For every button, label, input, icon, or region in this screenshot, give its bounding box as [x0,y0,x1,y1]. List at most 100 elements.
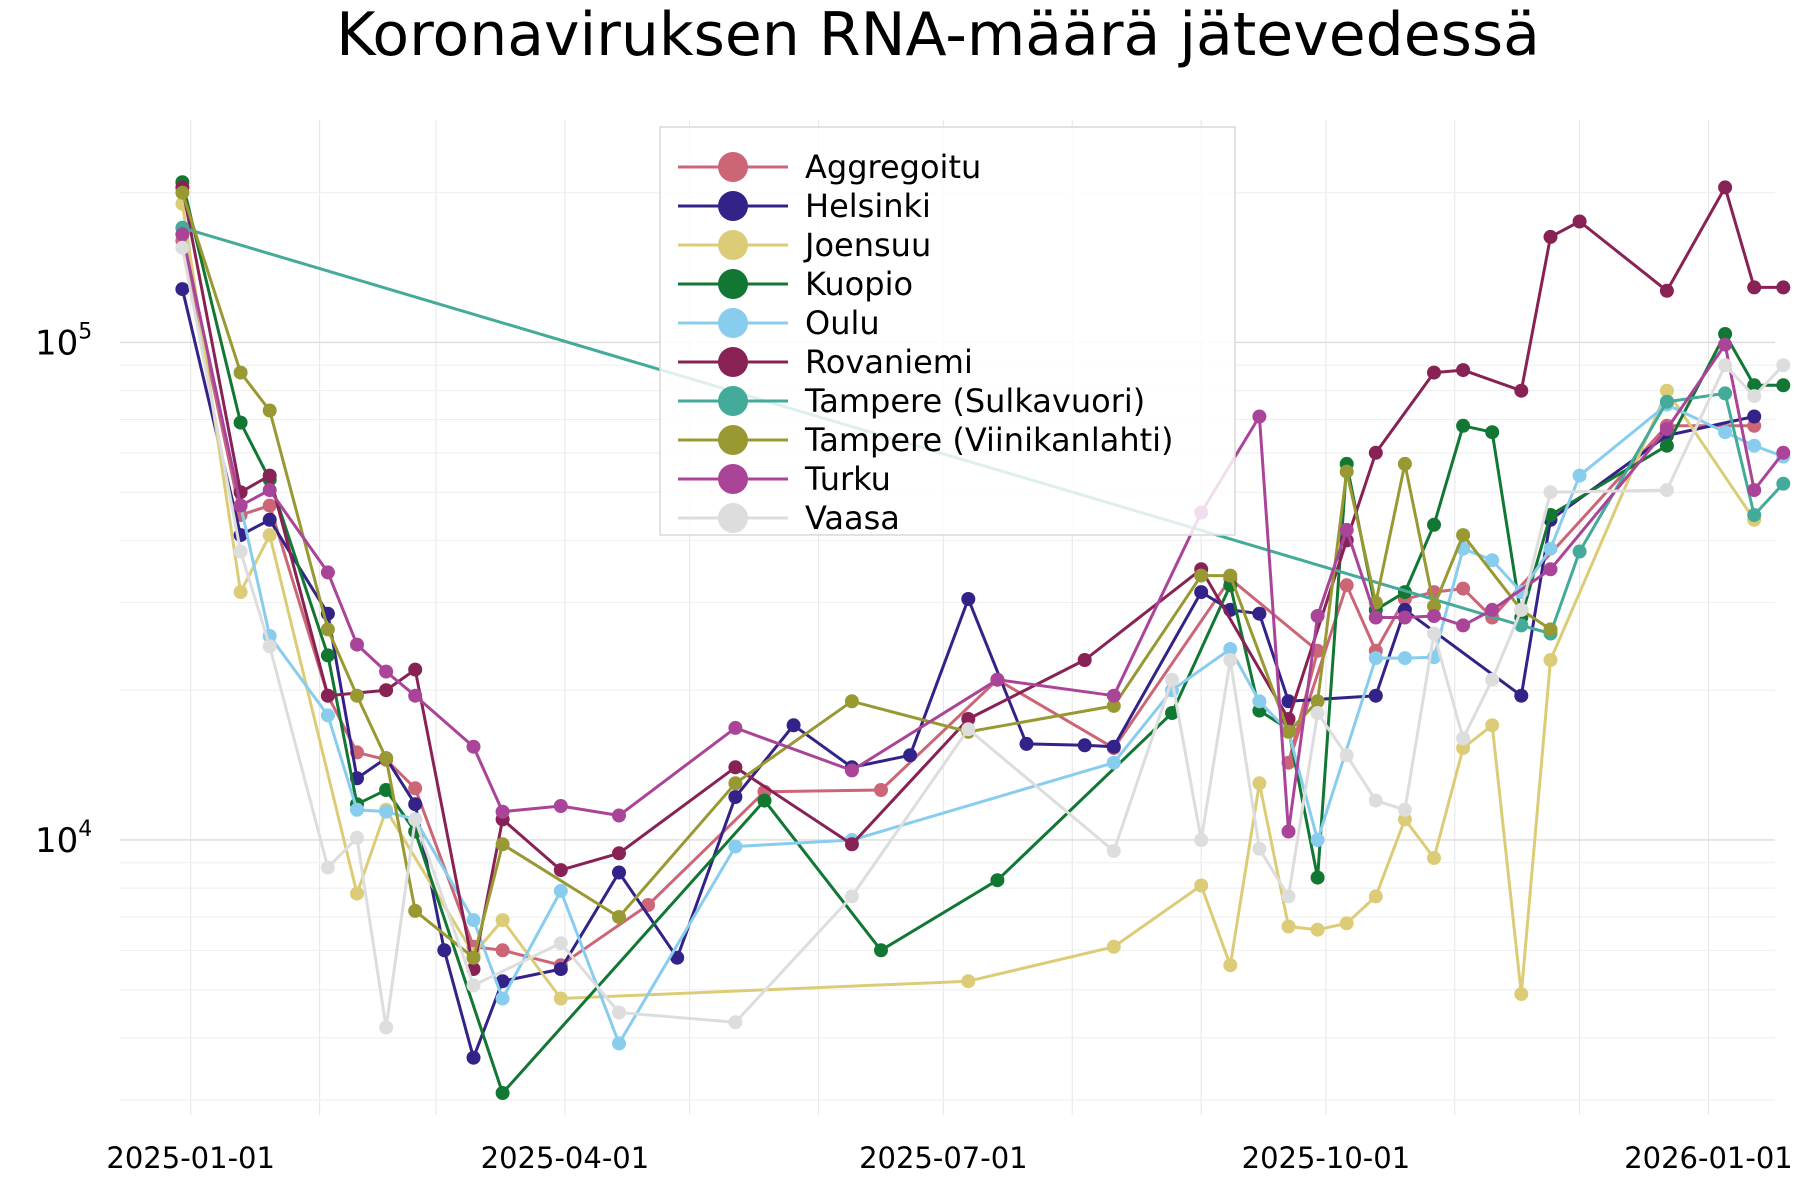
data-point [1368,610,1383,625]
data-point [1776,476,1791,491]
data-point [1543,485,1558,500]
data-point [553,863,568,878]
data-point [1252,841,1267,856]
legend-label: Vaasa [805,499,900,537]
data-point [1427,626,1441,641]
data-point [175,227,190,242]
data-point [1747,508,1762,522]
data-point [495,837,510,852]
y-axis: 104 105 [35,319,92,861]
data-point [1339,464,1354,479]
data-point [1368,651,1383,666]
data-point [1543,229,1558,244]
data-point [1543,622,1558,637]
data-point [612,910,626,924]
data-point [466,978,481,993]
data-point [466,913,481,928]
data-point [1397,651,1412,666]
data-point [1659,283,1674,298]
data-point [262,483,277,498]
data-point [670,950,685,965]
legend-item: Aggregoitu [678,148,981,186]
data-point [1456,418,1471,433]
chart-title: Koronaviruksen RNA-määrä jätevedessä [336,0,1540,70]
data-point [233,365,248,380]
data-point [1659,383,1674,398]
legend-label: Tampere (Sulkavuori) [804,382,1145,420]
data-point [1427,517,1441,532]
data-point [844,763,859,778]
data-point [1310,609,1325,623]
data-point [1223,568,1238,583]
data-point [320,648,335,663]
data-point [1456,581,1471,596]
data-point [1223,642,1238,656]
legend-marker [718,152,748,182]
data-point [1776,445,1791,460]
data-point [466,1050,481,1065]
data-point [1106,755,1121,770]
legend-marker [718,230,748,260]
data-point [233,585,248,600]
data-point [612,865,626,880]
data-point [1427,365,1441,380]
data-point [1485,425,1500,440]
data-point [1252,694,1267,709]
data-point [1368,688,1383,703]
data-point [612,846,626,861]
legend-item: Joensuu [678,226,931,264]
data-point [262,639,277,654]
data-point [874,783,888,797]
data-point [1106,844,1121,858]
data-point [903,748,918,763]
data-point [844,889,859,904]
data-point [1281,919,1296,934]
data-point [1194,568,1209,583]
data-point [1310,706,1325,720]
data-point [1281,724,1296,739]
data-point [379,783,394,797]
data-point [1397,802,1412,817]
legend-box [659,126,1236,536]
plot-area [175,175,1791,1100]
data-point [379,664,394,679]
data-point [495,943,510,958]
data-point [408,797,423,812]
legend-label: Turku [804,460,891,498]
legend-marker [718,425,748,455]
series-9 [175,240,1791,1035]
data-point [1718,386,1733,401]
data-point [1747,378,1762,393]
data-point [1659,394,1674,409]
data-point [1281,824,1296,839]
data-point [233,415,248,430]
data-point [1339,522,1354,537]
data-point [1310,833,1325,847]
data-point [408,688,423,703]
data-point [320,708,335,723]
x-tick-label: 2025-10-01 [1242,1141,1411,1175]
series-line [180,247,1785,1029]
data-point [961,712,976,726]
data-point [1339,916,1354,931]
data-point [1543,562,1558,577]
data-point [262,403,277,418]
data-point [1397,812,1412,827]
series-line [180,181,1784,1095]
data-point [350,802,364,817]
data-point [1252,606,1267,621]
data-point [262,528,277,543]
data-point [1368,445,1383,460]
legend-label: Aggregoitu [805,148,981,186]
data-point [1165,706,1179,720]
legend: AggregoituHelsinkiJoensuuKuopioOuluRovan… [659,126,1236,537]
x-tick-label: 2025-07-01 [859,1141,1028,1175]
data-point [786,718,801,733]
data-point [1106,688,1121,703]
data-point [1194,585,1209,600]
data-point [408,781,423,796]
data-point [1194,833,1209,847]
data-point [1456,528,1471,543]
legend-marker [718,386,748,416]
